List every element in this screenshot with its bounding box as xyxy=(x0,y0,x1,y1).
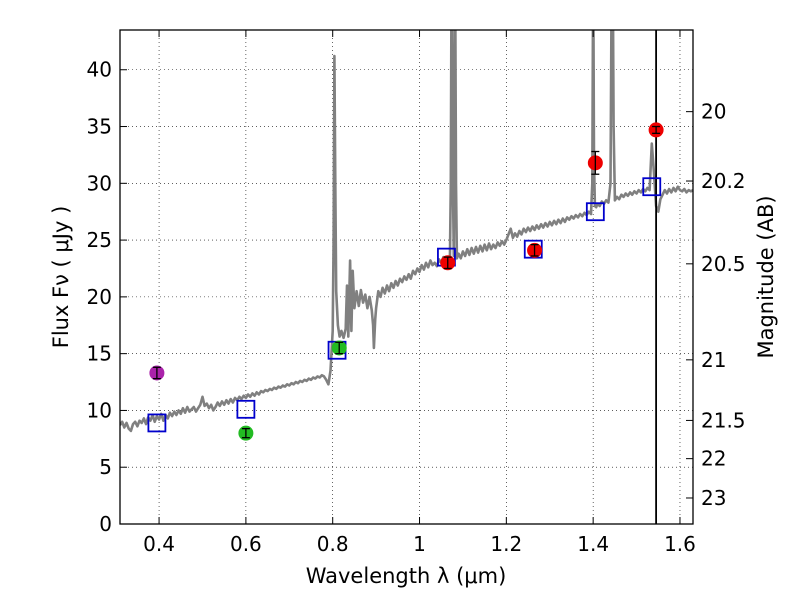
y2-tick-label: 22 xyxy=(701,447,726,471)
y-tick-label: 30 xyxy=(87,171,112,195)
x-tick-label: 1.4 xyxy=(577,532,609,556)
spectrum-layer xyxy=(120,30,693,433)
y-tick-label: 25 xyxy=(87,228,112,252)
x-tick-label: 1 xyxy=(413,532,426,556)
plot-frame xyxy=(119,29,694,525)
y-tick-label: 35 xyxy=(87,115,112,139)
y-axis-label: Flux Fν ( μJy ) xyxy=(49,206,73,349)
model-photometry-square xyxy=(585,202,605,222)
y2-tick-label: 21.5 xyxy=(701,408,746,432)
y-tick-label: 5 xyxy=(99,455,112,479)
x-tick-label: 1.2 xyxy=(490,532,522,556)
spectrum-line xyxy=(120,30,693,433)
y-tick-label: 15 xyxy=(87,342,112,366)
y2-tick-label: 23 xyxy=(701,486,726,510)
y-tick-label: 20 xyxy=(87,285,112,309)
y-tick-label: 0 xyxy=(99,512,112,536)
x-tick-label: 1.6 xyxy=(664,532,696,556)
ticks-layer: 0.4 0.6 0.8 1 1.2 1.4 1.6 0 5 10 15 20 25 30 35 40 20 20.… xyxy=(87,30,746,556)
x-tick-label: 0.4 xyxy=(143,532,175,556)
x-tick-label: 0.6 xyxy=(230,532,262,556)
x-axis-label: Wavelength λ (μm) xyxy=(306,564,507,588)
y2-tick-label: 20.2 xyxy=(701,169,746,193)
y2-axis-label: Magnitude (AB) xyxy=(754,195,778,358)
y-tick-label: 40 xyxy=(87,58,112,82)
points-layer xyxy=(147,122,664,441)
model-photometry-square xyxy=(236,399,256,419)
y2-tick-label: 21 xyxy=(701,348,726,372)
model-photometry-square xyxy=(642,177,662,197)
y2-tick-label: 20 xyxy=(701,100,726,124)
y-tick-label: 10 xyxy=(87,398,112,422)
x-tick-label: 0.8 xyxy=(317,532,349,556)
model-photometry-square xyxy=(147,413,167,433)
y2-tick-label: 20.5 xyxy=(701,252,746,276)
